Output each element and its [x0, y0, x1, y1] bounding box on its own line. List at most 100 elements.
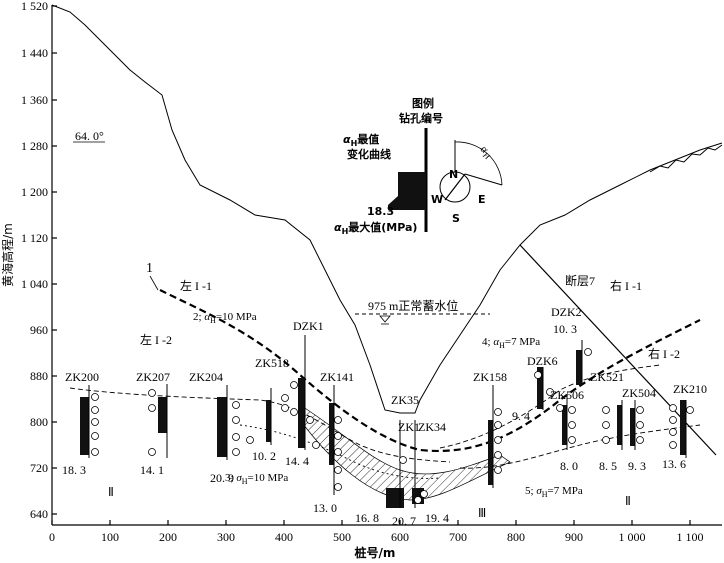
borehole-id: DZK2 [551, 305, 582, 319]
borehole-value: 8. 5 [599, 459, 617, 473]
curve-4-label: 4; αH=7 MPa [482, 336, 540, 350]
x-tick-label: 300 [217, 530, 235, 544]
y-ticks [52, 5, 57, 515]
y-tick-label: 1 440 [21, 46, 48, 60]
borehole-value: 13. 0 [313, 501, 337, 515]
borehole-bars [80, 335, 687, 508]
borehole-bar [298, 378, 305, 448]
curve-1-label: 1 [146, 261, 153, 276]
borehole-bar [386, 488, 404, 508]
y-tick-label: 1 360 [21, 93, 48, 107]
x-tick-labels: 0 100 200 300 400 500 600 700 800 900 1 … [49, 530, 704, 544]
y-axis-title: 黄海高程/m [0, 223, 15, 287]
y-tick-labels: 1 520 1 440 1 360 1 280 1 200 1 120 1 04… [21, 0, 48, 521]
compass-w: W [431, 193, 443, 206]
compass-e: E [478, 193, 486, 206]
zone-iii: Ⅲ [478, 506, 486, 520]
x-tick-label: 1 000 [619, 530, 646, 544]
legend-value: 18.3 [367, 205, 394, 218]
borehole-id: ZK35 [391, 393, 419, 407]
curve-3-label: 3; σH=10 MPa [225, 472, 288, 486]
borehole-id: DZK6 [527, 354, 558, 368]
terrain-roughness [649, 144, 723, 173]
borehole-value: 14. 4 [285, 454, 309, 468]
fault-label: 断层7 [565, 273, 595, 288]
y-tick-label: 880 [30, 369, 48, 383]
borehole-id: ZK207 [136, 370, 170, 384]
borehole-bar [562, 405, 567, 445]
y-tick-label: 800 [30, 415, 48, 429]
zone-labels: 左 I -1 左 I -2 右 I -1 右 I -2 Ⅱ Ⅱ Ⅲ 64. 0° [75, 129, 680, 520]
borehole-value: 9. 4 [512, 409, 530, 423]
borehole-labels: ZK200 18. 3 ZK207 14. 1 ZK204 20. 9 ZK51… [62, 305, 707, 528]
y-tick-label: 720 [30, 461, 48, 475]
x-tick-label: 500 [333, 530, 351, 544]
zone-ii-right: Ⅱ [625, 494, 631, 508]
legend: 图例 钻孔编号 αH最值 变化曲线 18.3 αH最大值(MPa) N S W … [334, 96, 503, 236]
borehole-id: ZK141 [320, 370, 354, 384]
x-tick-label: 0 [49, 530, 55, 544]
x-axis-title: 桩号/m [355, 545, 396, 560]
borehole-bar [537, 367, 543, 409]
x-tick-label: 600 [391, 530, 409, 544]
water-level-label: 975 m正常蓄水位 [368, 298, 458, 313]
borehole-value: 20. 9 [210, 471, 234, 485]
y-tick-label: 640 [30, 507, 48, 521]
compass-s: S [452, 212, 460, 225]
zone-right-1: 右 I -1 [610, 278, 642, 293]
zone-left-2: 左 I -2 [140, 332, 172, 347]
borehole-bar [680, 400, 686, 455]
borehole-bar [329, 403, 334, 465]
borehole-bar [488, 420, 493, 485]
y-tick-label: 1 520 [21, 0, 48, 13]
borehole-id: ZK506 [550, 388, 584, 402]
borehole-value: 8. 0 [560, 459, 578, 473]
legend-subtitle: 钻孔编号 [399, 111, 443, 125]
stress-symbols [91, 348, 694, 504]
x-tick-label: 700 [449, 530, 467, 544]
borehole-value: 10. 3 [553, 322, 577, 336]
borehole-id: ZK518 [255, 356, 289, 370]
slope-angle: 64. 0° [75, 129, 104, 143]
compass-arc [454, 141, 503, 186]
curve-annotations: 2; αH=10 MPa 3; σH=10 MPa 4; αH=7 MPa 5;… [193, 311, 583, 499]
borehole-id: ZK521 [590, 370, 624, 384]
x-tick-label: 400 [275, 530, 293, 544]
borehole-id: ZK1 [398, 420, 420, 434]
borehole-id: DZK1 [293, 319, 324, 333]
curve-5-label: 5; σH=7 MPa [525, 485, 583, 499]
borehole-id: ZK158 [473, 370, 507, 384]
zone-right-2: 右 I -2 [648, 346, 680, 361]
x-tick-label: 800 [507, 530, 525, 544]
legend-curve-label-1: αH最值 [343, 132, 379, 148]
water-level-symbol [379, 315, 391, 323]
borehole-id: ZK504 [622, 386, 656, 400]
borehole-bar [158, 397, 167, 433]
borehole-bar [217, 397, 227, 457]
borehole-id: ZK34 [418, 420, 446, 434]
x-tick-label: 200 [159, 530, 177, 544]
y-tick-label: 1 200 [21, 185, 48, 199]
borehole-bar [617, 405, 622, 445]
x-tick-label: 900 [565, 530, 583, 544]
legend-max-label: αH最大值(MPa) [334, 220, 417, 236]
borehole-bar [630, 408, 635, 446]
terrain-profile [51, 4, 723, 414]
y-tick-label: 1 120 [21, 231, 48, 245]
x-tick-label: 1 100 [677, 530, 704, 544]
borehole-bar [266, 400, 271, 442]
borehole-value: 13. 6 [662, 457, 686, 471]
borehole-id: ZK204 [189, 370, 223, 384]
curve-2-label: 2; αH=10 MPa [193, 311, 257, 325]
curve-4 [439, 364, 661, 449]
x-tick-label: 100 [101, 530, 119, 544]
compass-n: N [449, 168, 458, 181]
borehole-value: 16. 8 [355, 511, 379, 525]
x-ticks [51, 520, 691, 525]
borehole-value: 9. 3 [628, 459, 646, 473]
borehole-value: 19. 4 [425, 511, 449, 525]
borehole-id: ZK210 [673, 382, 707, 396]
legend-title: 图例 [412, 96, 434, 110]
zone-left-1: 左 I -1 [180, 278, 212, 293]
